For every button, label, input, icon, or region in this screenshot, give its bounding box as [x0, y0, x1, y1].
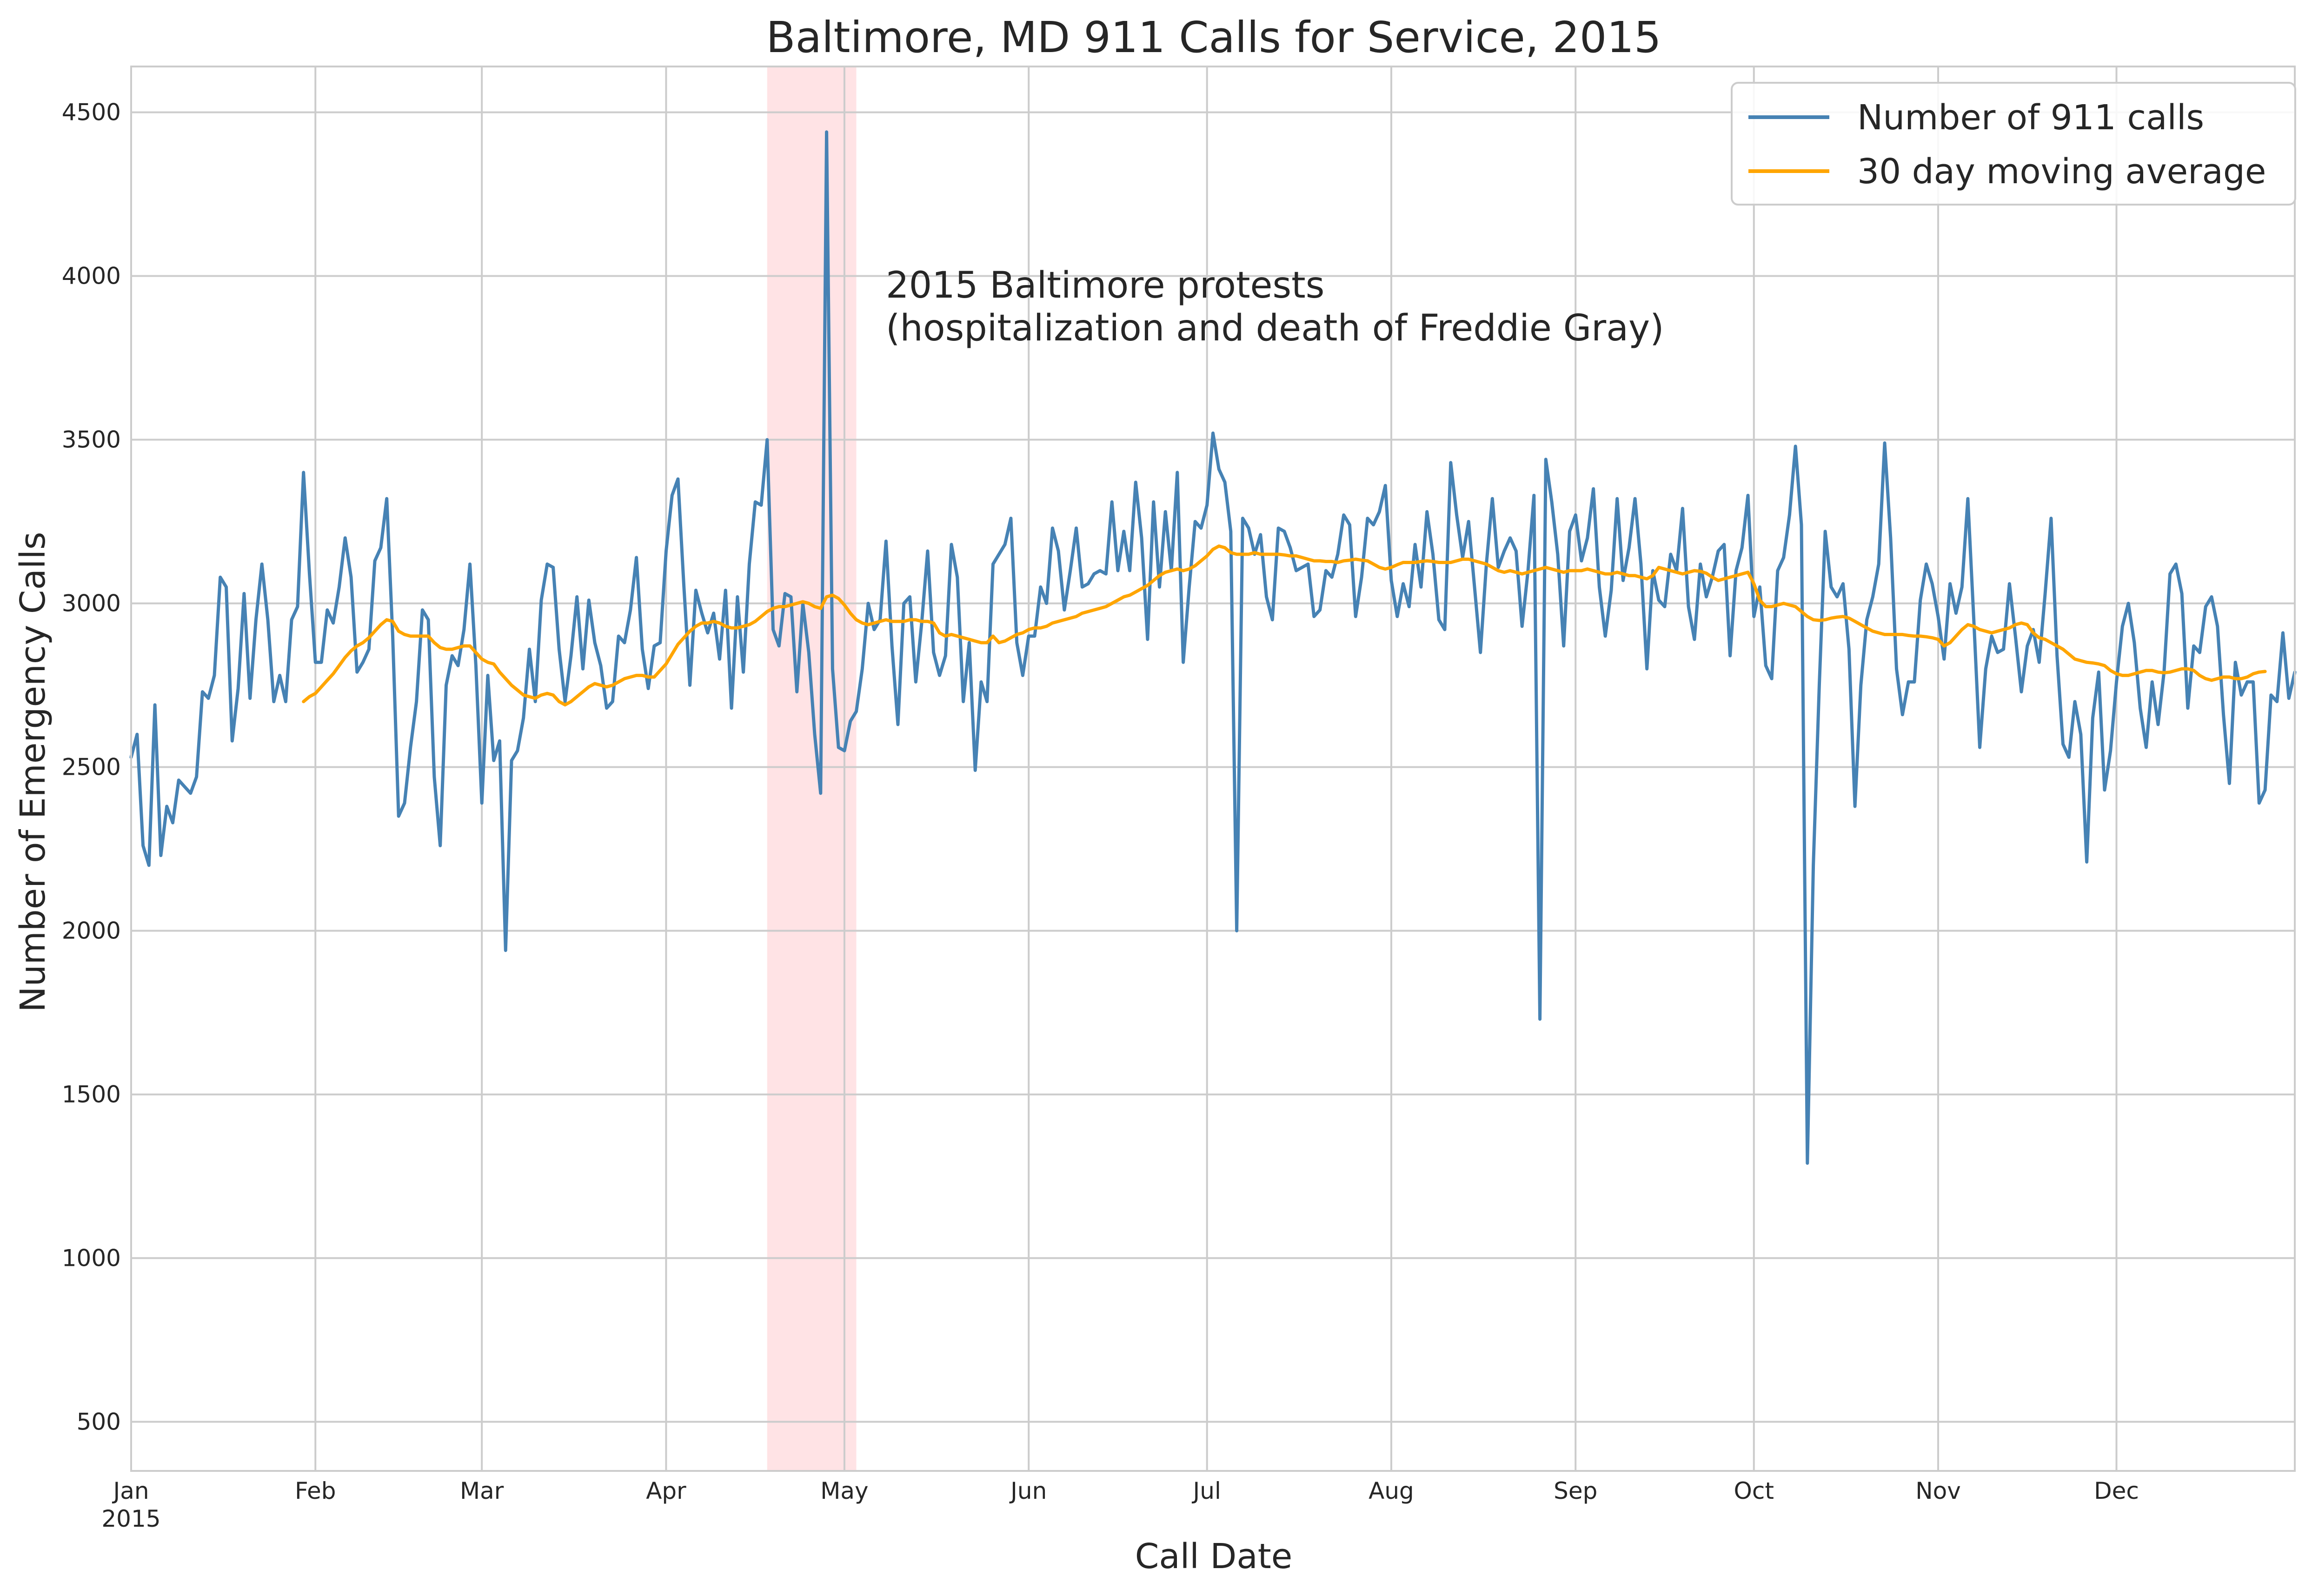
- y-tick-label: 2500: [62, 753, 121, 780]
- series-line-calls: [129, 130, 2297, 1165]
- y-tick-label: 3500: [62, 426, 121, 453]
- y-tick-label: 1000: [62, 1244, 121, 1271]
- x-tick-label: Jul: [1192, 1477, 1221, 1504]
- x-tick-label: Sep: [1554, 1477, 1597, 1504]
- gridlines: [130, 66, 2295, 1471]
- protest-annotation-line1: 2015 Baltimore protests: [886, 265, 1324, 306]
- y-tick-label: 1500: [62, 1081, 121, 1108]
- legend-box: [1731, 82, 2296, 206]
- legend: Number of 911 calls 30 day moving averag…: [1731, 82, 2296, 206]
- y-tick-label: 4000: [62, 263, 121, 290]
- x-tick-label: Jan: [112, 1477, 149, 1504]
- legend-label-moving-average: 30 day moving average: [1857, 152, 2266, 192]
- x-tick-label: Apr: [646, 1477, 686, 1504]
- series-line-moving-average: [302, 544, 2267, 707]
- plot-frame: [130, 66, 2296, 1472]
- protest-highlight-band: [767, 66, 857, 1471]
- y-axis-label: Number of Emergency Calls: [13, 532, 53, 1012]
- x-tick-label: Nov: [1915, 1477, 1961, 1504]
- x-tick-label: May: [820, 1477, 868, 1504]
- series-lines: [129, 130, 2297, 1165]
- x-tick-sublabel: 2015: [101, 1505, 160, 1532]
- x-tick-label: Dec: [2094, 1477, 2139, 1504]
- y-tick-label: 500: [77, 1408, 121, 1435]
- x-axis-label: Call Date: [1135, 1536, 1293, 1576]
- y-tick-label: 2000: [62, 917, 121, 944]
- y-tick-labels: 500 1000 1500 2000 2500 3000 3500 4000 4500: [62, 99, 121, 1436]
- y-tick-label: 3000: [62, 590, 121, 617]
- x-tick-label: Aug: [1369, 1477, 1414, 1504]
- x-tick-label: Feb: [295, 1477, 336, 1504]
- x-tick-label: Oct: [1734, 1477, 1774, 1504]
- x-tick-label: Jun: [1009, 1477, 1047, 1504]
- y-tick-label: 4500: [62, 99, 121, 126]
- highlight-rect: [767, 66, 857, 1471]
- chart-title: Baltimore, MD 911 Calls for Service, 201…: [766, 13, 1661, 62]
- x-tick-label: Mar: [460, 1477, 504, 1504]
- legend-label-calls: Number of 911 calls: [1857, 98, 2204, 138]
- protest-annotation-line2: (hospitalization and death of Freddie Gr…: [886, 307, 1664, 349]
